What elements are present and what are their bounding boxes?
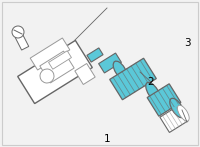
Polygon shape xyxy=(87,48,103,62)
Ellipse shape xyxy=(146,82,160,102)
Text: 1: 1 xyxy=(104,134,110,144)
Ellipse shape xyxy=(113,61,127,79)
Polygon shape xyxy=(147,84,181,116)
Text: 3: 3 xyxy=(184,38,190,48)
Polygon shape xyxy=(99,53,121,73)
Ellipse shape xyxy=(177,105,189,121)
Polygon shape xyxy=(18,40,92,104)
Polygon shape xyxy=(40,51,74,83)
Polygon shape xyxy=(110,58,156,100)
Ellipse shape xyxy=(12,26,24,38)
Text: 2: 2 xyxy=(148,77,154,87)
Polygon shape xyxy=(30,38,70,70)
Polygon shape xyxy=(15,34,29,50)
Polygon shape xyxy=(49,51,71,69)
Polygon shape xyxy=(160,106,188,132)
Polygon shape xyxy=(75,64,95,85)
Ellipse shape xyxy=(40,69,54,83)
Ellipse shape xyxy=(170,98,184,118)
